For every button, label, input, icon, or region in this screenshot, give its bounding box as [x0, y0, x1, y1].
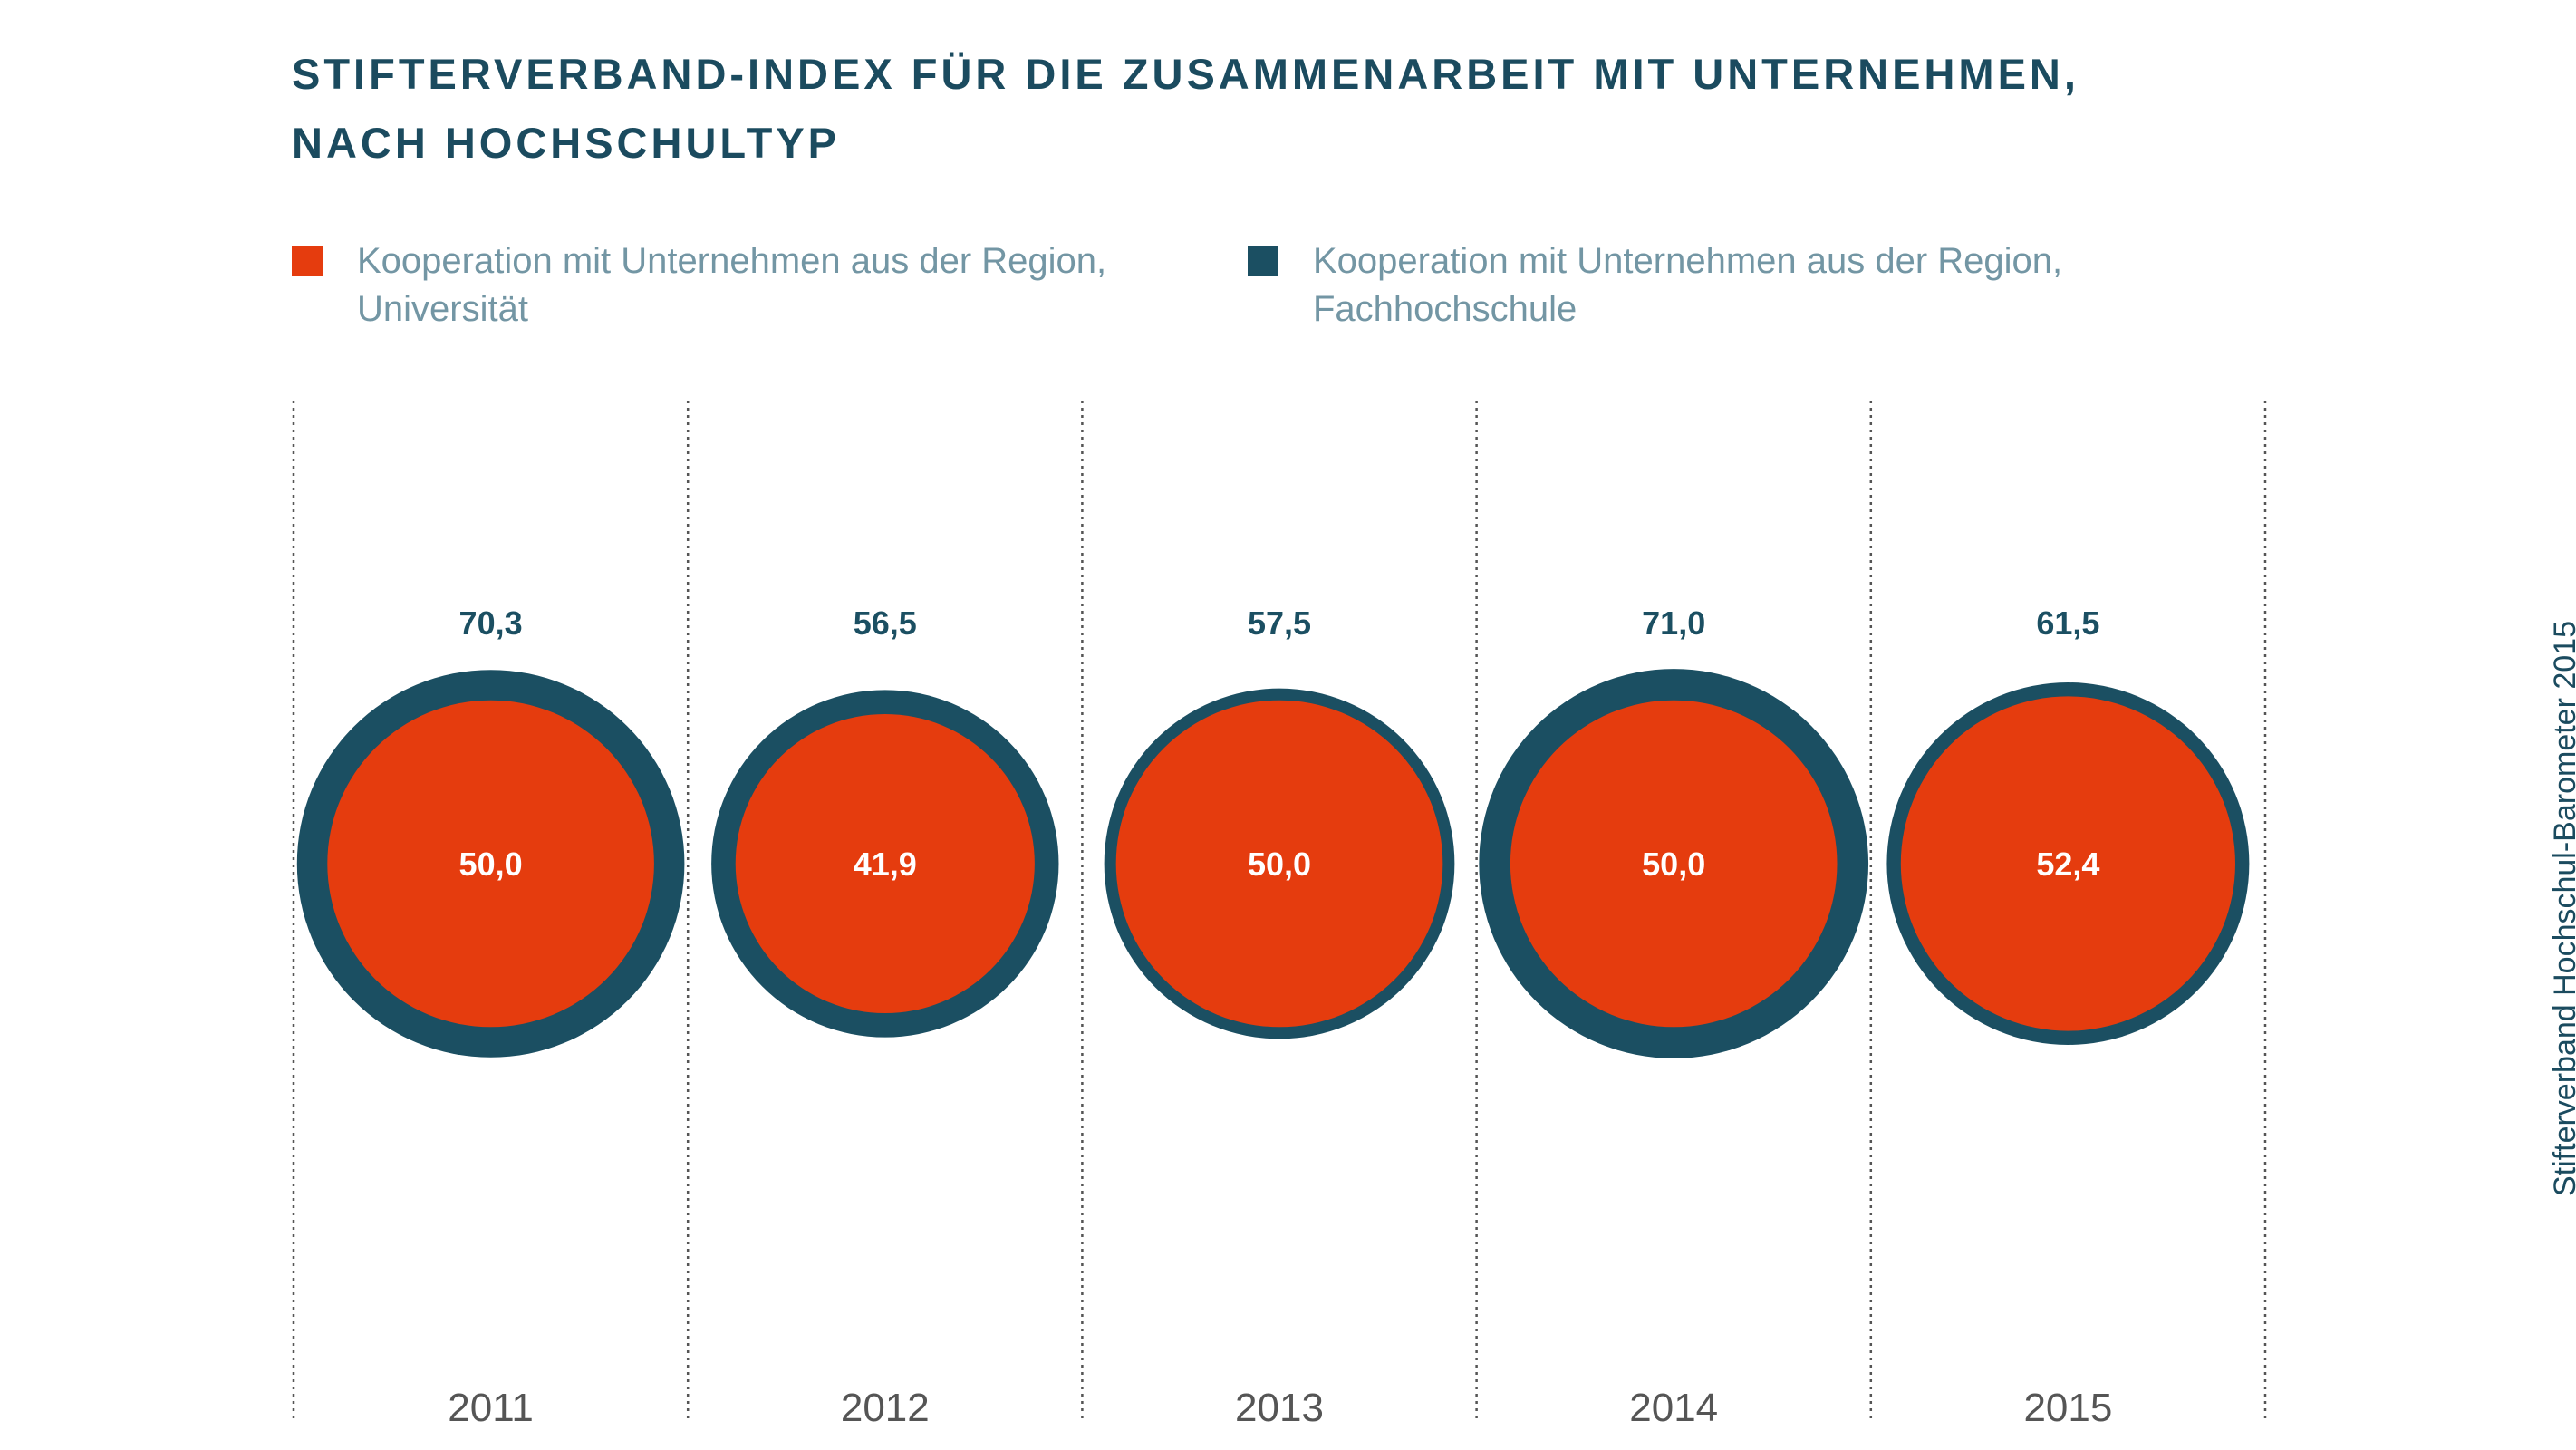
bubble-universitaet	[1510, 700, 1838, 1028]
legend-swatch-universitaet	[292, 246, 323, 276]
chart-title-line-1: STIFTERVERBAND-INDEX FÜR DIE ZUSAMMENARB…	[292, 50, 2079, 98]
bubble-universitaet	[327, 700, 654, 1028]
year-label: 2015	[2023, 1386, 2112, 1430]
value-label-universitaet: 50,0	[459, 846, 523, 883]
chart-title: STIFTERVERBAND-INDEX FÜR DIE ZUSAMMENARB…	[292, 40, 2285, 178]
value-label-fachhochschule: 57,5	[1248, 604, 1311, 642]
legend-swatch-fachhochschule	[1248, 246, 1278, 276]
value-label-fachhochschule: 56,5	[854, 604, 917, 642]
value-label-fachhochschule: 70,3	[459, 604, 523, 642]
value-label-universitaet: 50,0	[1248, 846, 1311, 883]
value-label-universitaet: 52,4	[2036, 846, 2099, 883]
legend-label-fachhochschule: Kooperation mit Unternehmen aus der Regi…	[1313, 241, 2063, 329]
value-label-universitaet: 41,9	[854, 846, 917, 883]
year-label: 2014	[1629, 1386, 1718, 1430]
bubble-universitaet	[1115, 700, 1443, 1028]
source-credit: Stifterverband Hochschul-Barometer 2015	[2548, 621, 2576, 1196]
year-label: 2011	[448, 1386, 534, 1430]
bubble-universitaet	[1900, 696, 2235, 1031]
chart-title-line-2: NACH HOCHSCHULTYP	[292, 119, 841, 167]
legend-label-universitaet: Kooperation mit Unternehmen aus der Regi…	[357, 241, 1107, 329]
bubble-universitaet	[735, 713, 1035, 1014]
year-label: 2012	[841, 1386, 930, 1430]
value-label-fachhochschule: 61,5	[2036, 604, 2099, 642]
year-label: 2013	[1235, 1386, 1324, 1430]
value-label-fachhochschule: 71,0	[1642, 604, 1705, 642]
value-label-universitaet: 50,0	[1642, 846, 1705, 883]
